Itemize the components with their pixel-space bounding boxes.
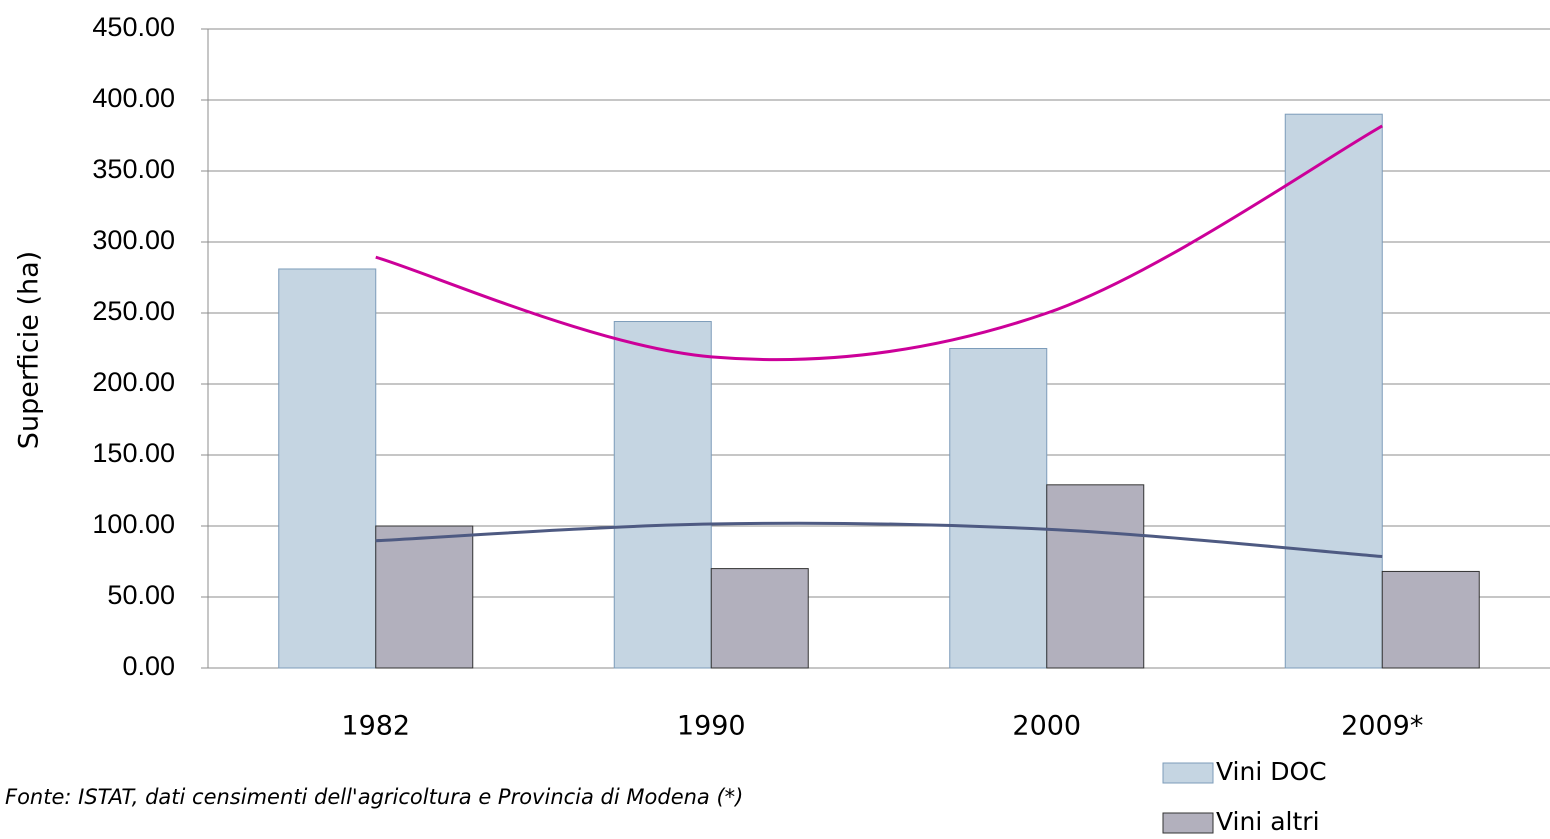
legend-label: Vini DOC [1216,757,1327,786]
x-tick-label: 1982 [341,711,410,742]
bar [1046,484,1145,669]
y-tick-label: 400.00 [92,83,175,113]
bar [375,525,474,669]
legend-swatch [1162,762,1214,784]
x-tick-label: 1990 [677,711,746,742]
y-tick-label: 200.00 [92,367,175,397]
bar [710,568,809,669]
bar [278,268,377,669]
y-tick-label: 450.00 [92,12,175,42]
y-tick-label: 150.00 [92,438,175,468]
bar [613,321,712,669]
trend-line [375,521,1383,559]
y-tick-label: 100.00 [92,509,175,539]
y-tick-label: 0.00 [122,651,175,681]
bar [1381,570,1480,669]
bar [1284,113,1383,669]
legend-label: Vini altri [1216,807,1320,836]
bar [949,348,1048,669]
trend-line [375,124,1383,362]
y-axis-title: Superficie (ha) [14,251,45,449]
legend-swatch [1162,812,1214,834]
source-note: Fonte: ISTAT, dati censimenti dell'agric… [5,785,743,809]
y-tick-label: 50.00 [107,580,175,610]
y-tick-label: 250.00 [92,296,175,326]
x-tick-label: 2009* [1341,711,1423,742]
x-tick-label: 2000 [1012,711,1081,742]
y-tick-label: 350.00 [92,154,175,184]
y-tick-label: 300.00 [92,225,175,255]
